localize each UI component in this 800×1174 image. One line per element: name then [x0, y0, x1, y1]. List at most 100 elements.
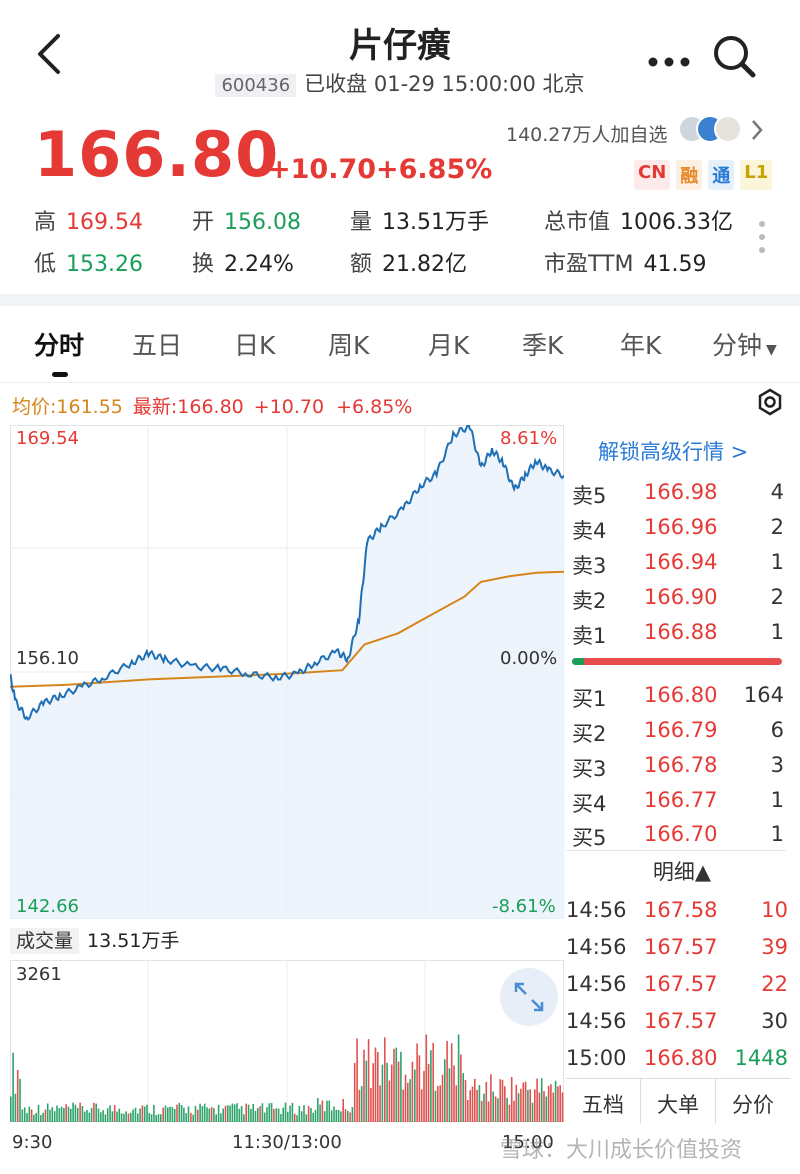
- detail-divider: [566, 850, 786, 851]
- tab-five-levels[interactable]: 五档: [582, 1093, 624, 1117]
- volume-bar: [485, 1081, 488, 1122]
- volume-bar: [510, 1077, 513, 1122]
- volume-bar: [444, 1059, 446, 1122]
- volume-bar: [353, 1062, 356, 1122]
- volume-bar: [430, 1050, 432, 1122]
- tag-connect: 通: [708, 160, 735, 190]
- bid-row-2: 买2 166.79 6: [572, 718, 784, 746]
- volume-bar: [254, 1110, 257, 1122]
- tab-yearly-k[interactable]: 年K: [620, 331, 662, 360]
- chevron-down-icon: ▼: [766, 342, 777, 358]
- follower-count[interactable]: 140.27万人加自选: [506, 124, 668, 146]
- volume-bar: [367, 1039, 370, 1122]
- volume-bar: [257, 1108, 259, 1122]
- volume-bar: [307, 1106, 310, 1122]
- volume-bar: [192, 1114, 194, 1122]
- volume-bar: [323, 1111, 326, 1122]
- more-icon[interactable]: [648, 52, 690, 71]
- search-icon[interactable]: [712, 34, 756, 82]
- volume-bar: [37, 1104, 40, 1122]
- volume-bar: [289, 1105, 291, 1122]
- volume-label: 成交量: [10, 928, 80, 954]
- section-divider: [0, 294, 800, 306]
- tab-price-distribution[interactable]: 分价: [715, 1079, 790, 1124]
- volume-bar: [326, 1100, 328, 1122]
- tag-margin: 融: [676, 160, 703, 190]
- volume-bar: [109, 1105, 111, 1122]
- volume-bar: [199, 1103, 201, 1122]
- ask-row-5: 卖5 166.98 4: [572, 480, 784, 508]
- volume-bar: [400, 1051, 402, 1122]
- stat-open: 开 156.08: [192, 210, 301, 235]
- volume-bar: [70, 1108, 72, 1122]
- volume-bar: [63, 1107, 65, 1122]
- tab-quarterly-k[interactable]: 季K: [522, 331, 564, 360]
- volume-bar: [365, 1060, 368, 1122]
- volume-bar: [245, 1103, 247, 1122]
- volume-bar: [229, 1105, 231, 1122]
- tab-weekly-k[interactable]: 周K: [328, 331, 370, 360]
- volume-bar: [480, 1100, 483, 1122]
- volume-bar: [233, 1104, 236, 1122]
- tab-daily-k[interactable]: 日K: [234, 331, 276, 360]
- volume-bar: [557, 1086, 559, 1122]
- volume-bar: [97, 1108, 100, 1122]
- volume-bar: [344, 1109, 347, 1122]
- y-label-top: 169.54: [16, 428, 79, 449]
- volume-bar: [275, 1108, 278, 1122]
- volume-bar: [56, 1105, 58, 1122]
- price-change-pct: +6.85%: [376, 154, 493, 185]
- volume-bar: [58, 1108, 61, 1122]
- expand-chart-icon[interactable]: [500, 968, 558, 1026]
- volume-bar: [53, 1111, 56, 1122]
- volume-bar: [340, 1111, 342, 1122]
- orderbook-tabs: 五档 大单 分价: [566, 1078, 790, 1124]
- volume-bar: [499, 1079, 501, 1122]
- volume-bar: [360, 1086, 363, 1122]
- trade-detail-header[interactable]: 明细▲: [652, 860, 712, 884]
- volume-bar: [190, 1112, 192, 1122]
- period-tabs: 分时 五日 日K 周K 月K 季K 年K 分钟 ▼: [0, 320, 800, 370]
- unlock-advanced-quotes-link[interactable]: 解锁高级行情 >: [598, 440, 749, 464]
- chevron-right-icon[interactable]: [750, 118, 764, 148]
- back-arrow-icon[interactable]: [36, 32, 64, 80]
- intraday-chart[interactable]: [9, 420, 565, 919]
- tab-intraday[interactable]: 分时: [34, 331, 85, 360]
- volume-bar: [347, 1110, 349, 1122]
- latest-price-text: 最新:166.80: [132, 396, 244, 418]
- tab-5day[interactable]: 五日: [132, 331, 183, 360]
- tab-divider: [0, 382, 800, 383]
- follower-avatars[interactable]: [678, 112, 744, 150]
- volume-bars: [10, 1034, 564, 1122]
- trade-tick: 14:56 167.57 30: [566, 1009, 788, 1033]
- volume-bar: [554, 1080, 557, 1122]
- volume-bar: [215, 1114, 217, 1122]
- volume-bar: [538, 1092, 541, 1122]
- volume-bar: [547, 1085, 550, 1122]
- volume-bar: [118, 1108, 121, 1122]
- volume-bar: [19, 1078, 21, 1122]
- volume-bar: [379, 1085, 381, 1122]
- volume-bar: [134, 1107, 137, 1122]
- tab-monthly-k[interactable]: 月K: [428, 331, 470, 360]
- tab-big-orders[interactable]: 大单: [640, 1079, 715, 1124]
- volume-bar: [370, 1087, 372, 1122]
- volume-bar: [462, 1073, 464, 1122]
- volume-bar: [74, 1104, 77, 1122]
- volume-bar: [263, 1112, 266, 1122]
- bid-row-3: 买3 166.78 3: [572, 753, 784, 781]
- volume-bar: [157, 1114, 160, 1122]
- volume-bar: [65, 1104, 67, 1122]
- stats-expand-icon[interactable]: [758, 220, 766, 258]
- volume-bar: [381, 1064, 384, 1122]
- volume-bar: [333, 1106, 335, 1122]
- settings-gear-icon[interactable]: [756, 388, 784, 420]
- volume-bar: [26, 1113, 28, 1122]
- volume-bar: [125, 1111, 127, 1122]
- stat-market-cap: 总市值 1006.33亿: [544, 210, 733, 235]
- volume-bar: [194, 1105, 197, 1122]
- volume-bar: [457, 1034, 460, 1122]
- volume-chart[interactable]: [10, 960, 564, 1122]
- stat-pe-ttm: 市盈TTM 41.59: [544, 252, 707, 277]
- tab-minute[interactable]: 分钟 ▼: [712, 331, 777, 360]
